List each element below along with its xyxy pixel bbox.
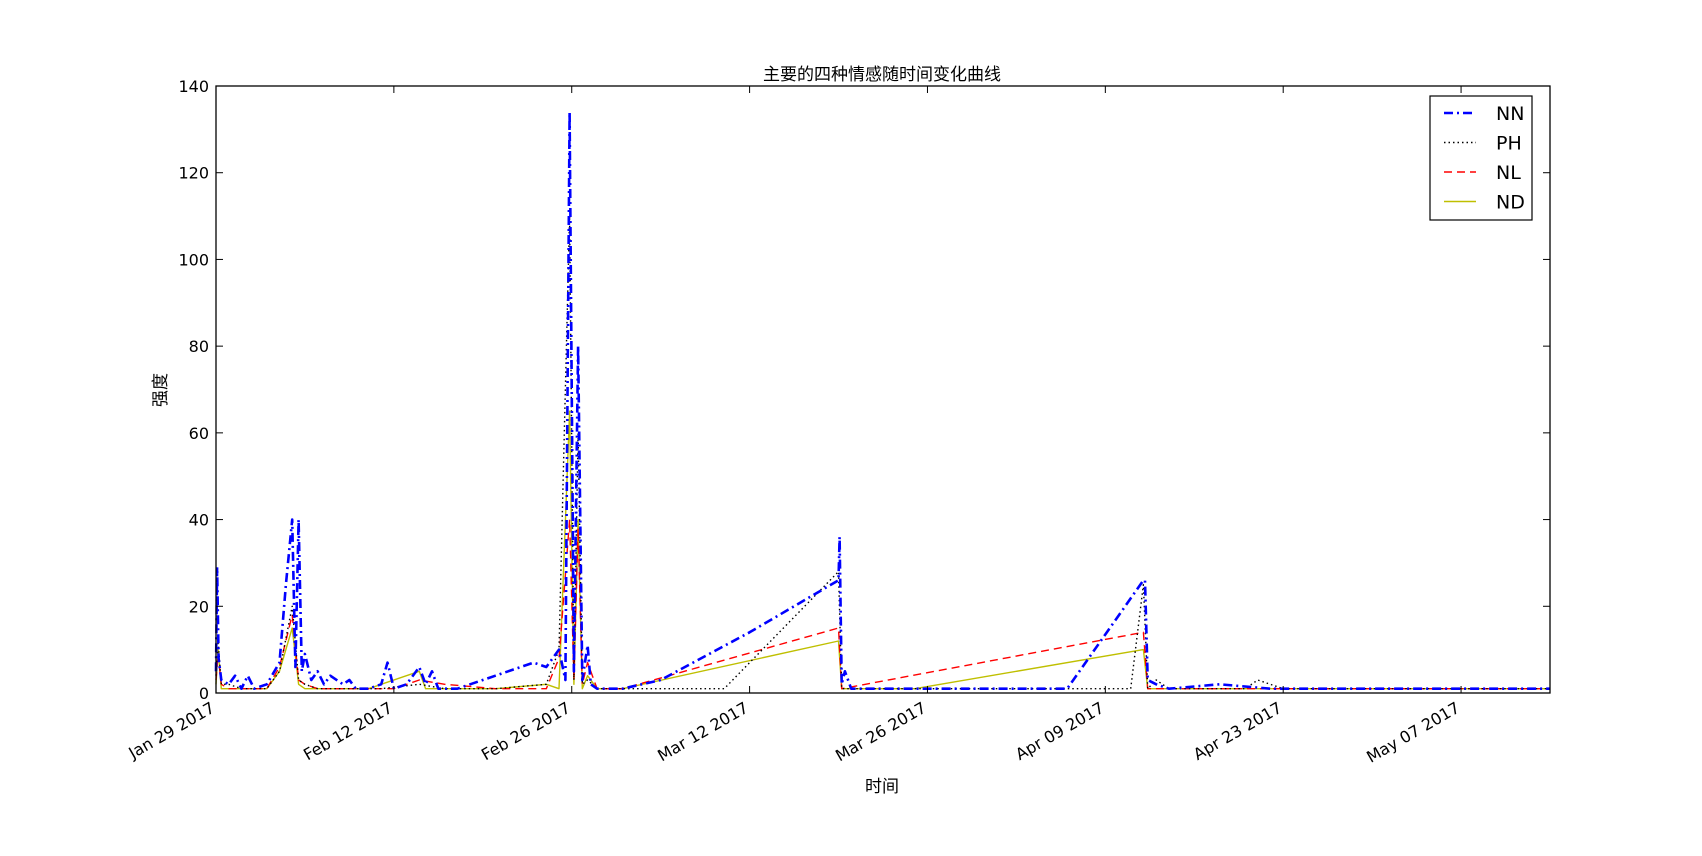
y-tick-label: 0	[199, 684, 209, 703]
x-axis: Jan 29 2017 Feb 12 2017 Feb 26 2017 Mar 12 …	[125, 86, 1463, 767]
x-tick-label: Mar 12 2017	[654, 698, 751, 765]
x-tick-label: Apr 09 2017	[1012, 698, 1107, 764]
x-tick-label: Apr 23 2017	[1190, 698, 1285, 764]
y-tick-label: 100	[178, 250, 209, 269]
x-tick-label: Feb 26 2017	[478, 698, 574, 764]
x-tick-label: May 07 2017	[1363, 698, 1463, 767]
y-tick-label: 40	[189, 511, 209, 530]
chart-title: 主要的四种情感随时间变化曲线	[763, 65, 1001, 85]
legend-box	[1429, 95, 1533, 221]
x-tick-label: Mar 26 2017	[832, 698, 929, 765]
series-line-ph	[215, 215, 1550, 690]
x-tick-label: Jan 29 2017	[125, 698, 218, 763]
legend-label-nn: NN	[1496, 103, 1524, 125]
legend-label-nd: ND	[1496, 192, 1525, 214]
y-tick-label: 60	[189, 424, 209, 443]
series-line-nn	[214, 110, 1550, 691]
y-tick-label: 20	[189, 597, 209, 616]
legend: NN PH NL ND	[1429, 95, 1533, 221]
y-axis-title: 强度	[151, 373, 171, 407]
y-tick-label: 120	[178, 164, 209, 183]
series-line-nd	[215, 410, 1550, 690]
y-tick-label: 140	[178, 77, 209, 96]
y-axis: 0 20 40 60 80 100 120 140	[178, 77, 1550, 703]
series-line-nl	[215, 518, 1550, 690]
plot-frame	[215, 85, 1551, 694]
legend-label-ph: PH	[1496, 133, 1522, 155]
y-tick-label: 80	[189, 337, 209, 356]
legend-label-nl: NL	[1496, 162, 1521, 184]
x-axis-title: 时间	[865, 777, 899, 797]
series-layer	[214, 110, 1550, 691]
x-tick-label: Feb 12 2017	[300, 698, 396, 764]
